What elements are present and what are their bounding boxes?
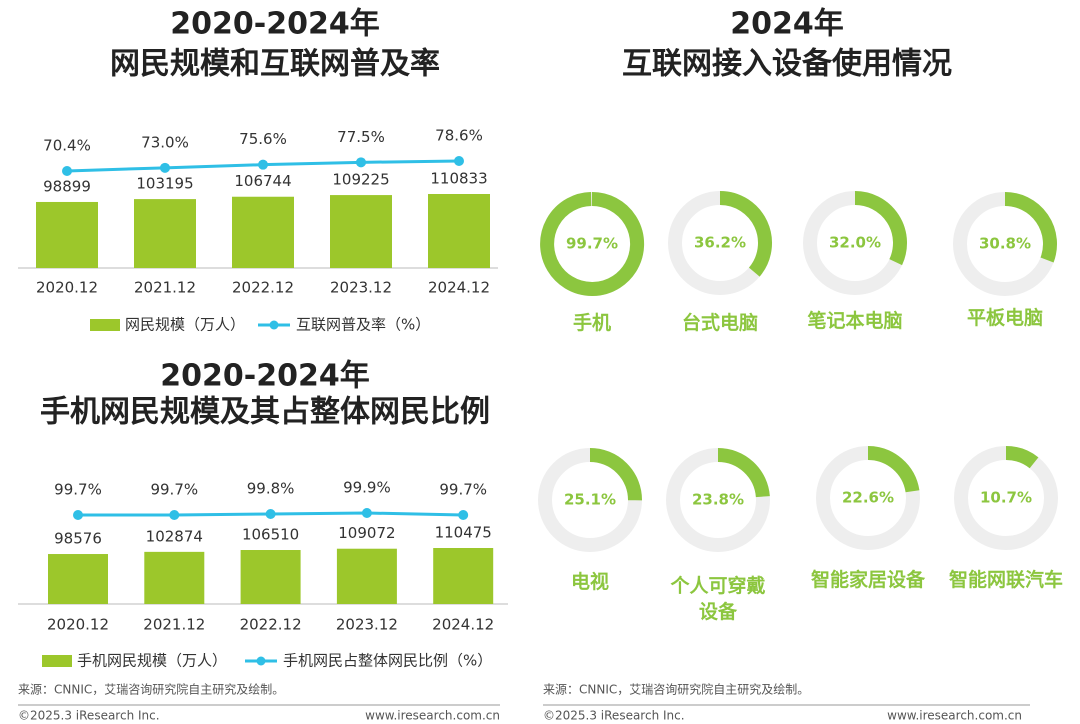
line-point	[458, 510, 469, 520]
legend-swatch	[42, 655, 72, 667]
category-label: 电视	[570, 571, 609, 593]
x-tick-label: 2021.12	[143, 616, 205, 634]
category-label: 台式电脑	[681, 312, 758, 334]
legend-label: 网民规模（万人）	[125, 316, 245, 334]
line-value-label: 73.0%	[141, 133, 189, 151]
website: www.iresearch.com.cn	[887, 709, 1022, 723]
bar-value-label: 110475	[435, 524, 492, 542]
category-label: 智能家居设备	[810, 569, 925, 591]
bar	[433, 548, 494, 604]
website: www.iresearch.com.cn	[365, 709, 500, 723]
bar-value-label: 98576	[54, 530, 102, 548]
bar	[134, 199, 196, 268]
line-value-label: 99.8%	[247, 480, 295, 498]
chart-title: 2020-2024年	[160, 359, 369, 394]
line-value-label: 99.9%	[343, 479, 391, 497]
donut-arc	[867, 446, 920, 493]
line-point	[62, 166, 72, 176]
donut-arc	[1004, 192, 1057, 263]
bar-value-label: 110833	[430, 170, 487, 188]
legend-label: 手机网民规模（万人）	[77, 652, 227, 670]
donut-value-label: 36.2%	[694, 234, 746, 252]
bar-value-label: 109072	[338, 524, 395, 542]
bar	[428, 194, 490, 268]
line-point	[265, 509, 276, 519]
x-tick-label: 2020.12	[47, 616, 109, 634]
line-point	[258, 159, 268, 170]
bar	[240, 550, 301, 604]
legend-swatch	[90, 319, 120, 331]
donut-arc	[589, 448, 643, 501]
line-value-label: 78.6%	[435, 127, 483, 145]
bar-value-label: 103195	[136, 175, 193, 193]
line-point	[356, 157, 366, 168]
donut-arc	[1005, 446, 1039, 469]
x-tick-label: 2024.12	[432, 616, 494, 634]
chart-title: 互联网接入设备使用情况	[622, 47, 952, 82]
bar-value-label: 102874	[146, 527, 203, 545]
bar-value-label: 109225	[332, 171, 389, 189]
bar	[144, 551, 205, 604]
donut-value-label: 99.7%	[566, 235, 618, 253]
copyright: ©2025.3 iResearch Inc.	[543, 709, 685, 723]
x-tick-label: 2024.12	[428, 279, 490, 297]
donut-value-label: 22.6%	[842, 489, 894, 507]
donut-arc	[854, 191, 907, 266]
line-value-label: 70.4%	[43, 137, 91, 155]
x-tick-label: 2022.12	[232, 279, 294, 297]
line-point	[361, 508, 372, 518]
category-label: 手机	[572, 312, 611, 334]
donut-value-label: 30.8%	[979, 235, 1031, 253]
donut-value-label: 25.1%	[564, 491, 616, 509]
legend-label: 互联网普及率（%）	[296, 316, 430, 334]
legend-swatch	[269, 320, 279, 330]
x-tick-label: 2023.12	[336, 616, 398, 634]
legend-label: 手机网民占整体网民比例（%）	[283, 652, 492, 670]
donut-arc	[719, 191, 772, 277]
copyright: ©2025.3 iResearch Inc.	[18, 709, 160, 723]
chart-title: 网民规模和互联网普及率	[110, 47, 440, 82]
line-point	[73, 510, 83, 520]
donut-arc	[717, 448, 770, 498]
bar	[330, 195, 392, 268]
donut-arc	[540, 192, 645, 296]
chart-title: 手机网民规模及其占整体网民比例	[40, 395, 490, 430]
line-point	[169, 510, 180, 520]
category-label: 个人可穿戴 设备	[670, 575, 766, 623]
x-tick-label: 2020.12	[36, 279, 98, 297]
legend-swatch	[256, 656, 266, 666]
x-tick-label: 2023.12	[330, 279, 392, 297]
donut-value-label: 32.0%	[829, 234, 881, 252]
x-tick-label: 2022.12	[240, 616, 302, 634]
line-point	[454, 156, 464, 166]
bar-value-label: 106510	[242, 526, 299, 544]
source: 来源：CNNIC，艾瑞咨询研究院自主研究及绘制。	[18, 682, 284, 697]
bar	[336, 548, 397, 604]
chart-title: 2020-2024年	[170, 7, 379, 42]
category-label: 笔记本电脑	[807, 310, 903, 332]
bar-value-label: 106744	[234, 172, 291, 190]
bar	[232, 196, 294, 268]
line-value-label: 77.5%	[337, 128, 385, 146]
donut-value-label: 10.7%	[980, 489, 1032, 507]
line-value-label: 75.6%	[239, 130, 287, 148]
bar-value-label: 98899	[43, 177, 91, 195]
line-point	[160, 162, 170, 173]
category-label: 智能网联汽车	[948, 569, 1063, 591]
chart-title: 2024年	[730, 7, 844, 42]
bar	[36, 201, 98, 268]
x-tick-label: 2021.12	[134, 279, 196, 297]
category-label: 平板电脑	[966, 307, 1043, 329]
line-value-label: 99.7%	[150, 481, 198, 499]
line-value-label: 99.7%	[54, 481, 102, 499]
source: 来源：CNNIC，艾瑞咨询研究院自主研究及绘制。	[543, 682, 809, 697]
donut-value-label: 23.8%	[692, 491, 744, 509]
bar	[48, 554, 108, 604]
line-value-label: 99.7%	[439, 481, 487, 499]
